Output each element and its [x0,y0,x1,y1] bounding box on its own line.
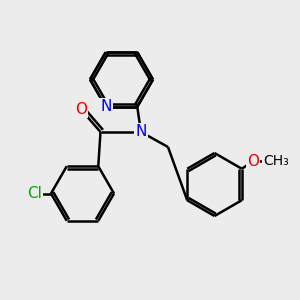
Text: N: N [135,124,147,140]
Text: CH₃: CH₃ [263,154,289,168]
Text: N: N [100,99,111,114]
Text: Cl: Cl [27,186,42,201]
Text: O: O [247,154,259,169]
Text: O: O [75,102,87,117]
